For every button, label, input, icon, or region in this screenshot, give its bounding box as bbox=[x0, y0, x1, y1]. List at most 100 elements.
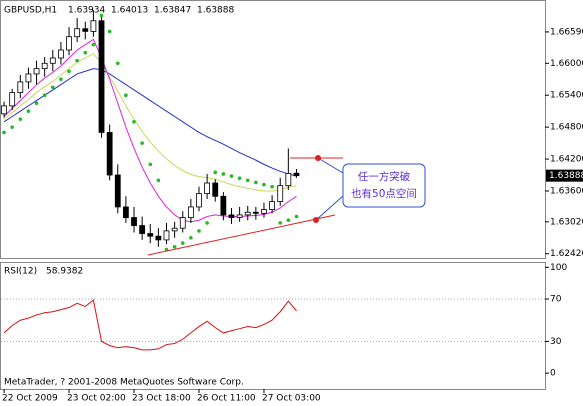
sar-dot bbox=[270, 184, 274, 189]
marker-dot bbox=[313, 217, 319, 223]
y-tick-label: 1.63600 bbox=[550, 186, 583, 196]
sar-dot bbox=[189, 235, 193, 240]
candle-body bbox=[41, 62, 48, 70]
candle-body bbox=[212, 182, 219, 197]
y-tick-label: 1.62420 bbox=[550, 249, 583, 259]
candle-body bbox=[66, 36, 72, 51]
annotation: 也有50点空间 bbox=[351, 187, 417, 200]
sar-dot bbox=[124, 93, 128, 98]
sar-dot bbox=[262, 182, 266, 187]
candle-body bbox=[171, 227, 178, 232]
candle-body bbox=[187, 206, 194, 218]
marker-dot bbox=[315, 155, 321, 161]
open-value: 1.63934 bbox=[68, 6, 105, 16]
callout-line bbox=[315, 195, 344, 221]
symbol: GBPUSD,H1 bbox=[4, 6, 57, 16]
candle-body bbox=[261, 209, 267, 214]
rsi-tick-label: 0 bbox=[550, 369, 556, 379]
rsi-tick-label: 100 bbox=[550, 263, 567, 273]
candle-body bbox=[293, 172, 300, 177]
candle-body bbox=[269, 201, 275, 210]
candle-body bbox=[106, 132, 113, 176]
support-line bbox=[147, 214, 336, 256]
moving-average bbox=[3, 68, 297, 177]
low-value: 1.63847 bbox=[154, 6, 191, 16]
sar-dot bbox=[91, 42, 96, 47]
current-price-label: 1.63888 bbox=[549, 171, 583, 181]
trend-annotation: 任一方突破 也有50点空间 bbox=[147, 155, 426, 256]
close-value: 1.63888 bbox=[197, 6, 234, 16]
x-tick-label: 26 Oct 11:00 bbox=[197, 394, 256, 404]
sar-dot bbox=[205, 221, 209, 225]
x-tick-label: 23 Oct 02:00 bbox=[67, 394, 126, 404]
candle-body bbox=[58, 49, 64, 59]
candle-body bbox=[163, 230, 170, 241]
sar-dot bbox=[115, 61, 120, 66]
y-tick-label: 1.65400 bbox=[550, 91, 583, 101]
sar-dot bbox=[180, 241, 185, 245]
rsi-tick-label: 70 bbox=[550, 295, 562, 305]
candle-body bbox=[179, 217, 186, 229]
candle-body bbox=[9, 92, 16, 107]
sar-dot bbox=[42, 93, 47, 98]
copyright: MetaTrader, ? 2001-2008 MetaQuotes Softw… bbox=[4, 378, 244, 388]
candle-body bbox=[17, 81, 24, 93]
sar-dot bbox=[34, 101, 39, 105]
sar-dot bbox=[59, 77, 63, 82]
sar-dot bbox=[67, 69, 71, 74]
candle-body bbox=[139, 225, 146, 234]
high-value: 1.64013 bbox=[111, 6, 148, 16]
candle-body bbox=[114, 174, 121, 208]
y-tick-label: 1.64800 bbox=[550, 123, 583, 133]
rsi-panel bbox=[0, 262, 546, 390]
candle-body bbox=[277, 185, 284, 203]
candle-body bbox=[74, 28, 81, 38]
candle-body bbox=[82, 28, 89, 32]
sar-dot bbox=[10, 125, 14, 129]
sar-dot bbox=[132, 120, 136, 124]
sar-dot bbox=[140, 141, 144, 145]
sar-dot bbox=[18, 117, 23, 121]
candle-body bbox=[204, 182, 211, 195]
sar-dot bbox=[99, 13, 104, 18]
candle-body bbox=[25, 73, 32, 83]
rsi-line bbox=[3, 299, 297, 351]
candle-body bbox=[49, 57, 56, 64]
sar-dot bbox=[172, 245, 177, 249]
callout-box bbox=[342, 163, 426, 208]
candle-body bbox=[33, 68, 40, 75]
x-tick-label: 27 Oct 03:00 bbox=[262, 394, 321, 404]
y-tick-label: 1.66590 bbox=[550, 27, 583, 37]
sar-dot bbox=[278, 221, 283, 225]
callout-line bbox=[317, 157, 344, 174]
candle-body bbox=[1, 105, 7, 115]
sar-dot bbox=[254, 180, 258, 185]
sar-dot bbox=[2, 130, 6, 135]
sar-dot bbox=[107, 29, 112, 34]
sar-dot bbox=[221, 172, 226, 176]
sar-dot bbox=[213, 170, 218, 175]
sar-dot bbox=[286, 218, 291, 223]
candle-body bbox=[236, 214, 243, 218]
sar-dot bbox=[75, 58, 79, 63]
current-price-box bbox=[546, 169, 583, 182]
plot: 1.66590 1.66000 1.65400 1.64800 1.64200 1.636… bbox=[1, 10, 583, 404]
sar-dot bbox=[229, 174, 234, 178]
sar-dot bbox=[148, 162, 153, 167]
sar-dot bbox=[83, 50, 88, 55]
candle-body bbox=[90, 20, 97, 32]
rsi-title: RSI(12) bbox=[4, 267, 37, 277]
candle-body bbox=[285, 173, 292, 187]
x-tick-label: 23 Oct 18:00 bbox=[132, 394, 191, 404]
sar-dot bbox=[50, 85, 55, 90]
candle-body bbox=[228, 214, 235, 218]
candle-body bbox=[155, 235, 162, 241]
candle-body bbox=[244, 211, 251, 216]
candle-body bbox=[122, 206, 129, 218]
candle-body bbox=[220, 195, 227, 216]
sar-dot bbox=[197, 229, 201, 233]
sar-dot bbox=[237, 176, 242, 181]
